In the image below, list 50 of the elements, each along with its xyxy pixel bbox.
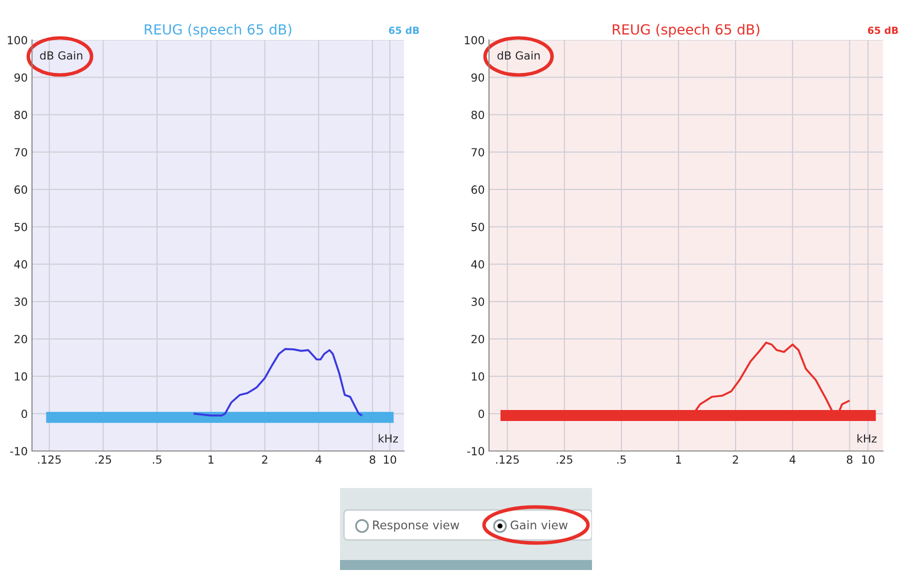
- x-tick-label: 8: [846, 455, 852, 464]
- y-tick-label: 60: [14, 185, 28, 194]
- text: Gain view: [510, 520, 568, 530]
- x-tick-label: 1: [208, 456, 214, 464]
- chart-title: REUG (speech 65 dB): [144, 24, 292, 38]
- x-axis-title: kHz: [378, 434, 398, 443]
- y-tick-label: 100: [8, 36, 28, 44]
- y-tick-label: 40: [471, 260, 484, 269]
- y-tick-label: 40: [14, 260, 28, 269]
- y-tick-label: 100: [464, 36, 484, 44]
- x-tick-label: 4: [790, 456, 796, 464]
- x-axis-title: kHz: [857, 434, 877, 443]
- y-tick-label: 30: [472, 298, 484, 306]
- x-tick-label: 8: [370, 455, 376, 464]
- y-tick-label: 70: [472, 148, 484, 156]
- y-tick-label: 90: [14, 73, 28, 82]
- x-tick-label: .5: [617, 456, 626, 464]
- text: Response view: [373, 520, 460, 532]
- y-tick-label: 30: [14, 298, 28, 306]
- y-tick-label: 50: [472, 222, 484, 232]
- x-tick-label: .25: [556, 455, 572, 464]
- x-tick-label: 2: [732, 455, 738, 464]
- x-tick-label: 1: [676, 456, 682, 464]
- y-tick-label: 80: [471, 110, 484, 120]
- y-tick-label: 20: [14, 334, 28, 344]
- y-tick-label: 10: [14, 372, 28, 381]
- y-tick-label: 10: [472, 372, 484, 381]
- chart-title: REUG (speech 65 dB): [612, 24, 760, 38]
- x-tick-label: .25: [96, 455, 112, 464]
- y-axis-title: dB Gain: [497, 51, 540, 60]
- x-tick-label: 4: [316, 456, 322, 464]
- x-tick-label: .125: [496, 455, 519, 464]
- y-tick-label: 80: [14, 110, 28, 120]
- y-tick-label: 0: [478, 410, 484, 418]
- x-tick-label: 2: [262, 455, 268, 464]
- y-tick-label: 90: [471, 73, 484, 82]
- text: 65 dB: [388, 26, 419, 34]
- y-axis-title: dB Gain: [40, 51, 82, 60]
- x-tick-label: .125: [38, 455, 61, 464]
- x-tick-label: .5: [152, 456, 162, 464]
- text: 65 dB: [868, 26, 898, 34]
- x-tick-label: 10: [384, 455, 396, 464]
- y-tick-label: -10: [10, 446, 28, 456]
- y-tick-label: 0: [21, 410, 28, 418]
- y-tick-label: 60: [471, 185, 484, 194]
- y-tick-label: 50: [14, 222, 28, 232]
- y-tick-label: 20: [472, 334, 484, 344]
- y-tick-label: -10: [467, 446, 484, 456]
- y-tick-label: 70: [14, 148, 28, 156]
- x-tick-label: 10: [862, 455, 874, 464]
